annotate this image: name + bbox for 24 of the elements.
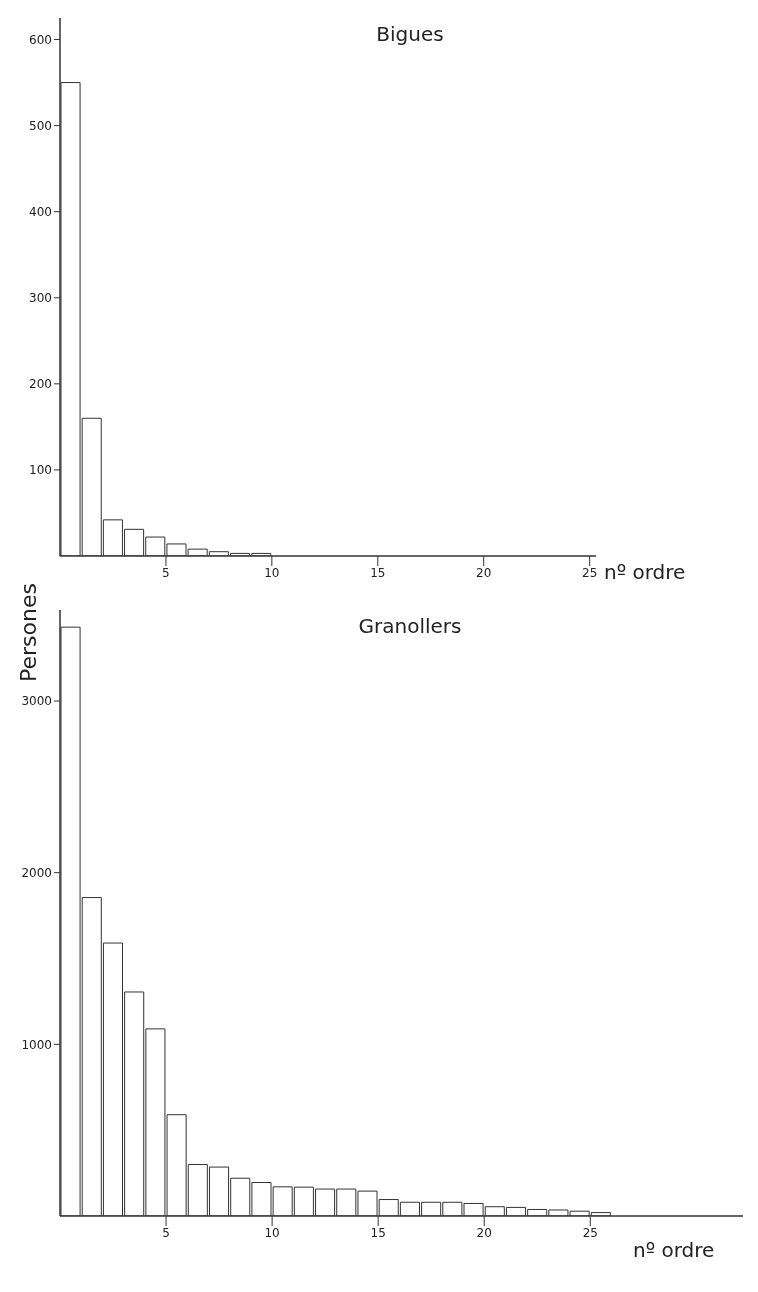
y-tick-label: 100: [29, 463, 52, 478]
x-tick-label: 15: [370, 565, 386, 580]
y-tick-label: 200: [29, 377, 52, 392]
x-tick-label: 25: [582, 565, 598, 580]
x-tick-label: 5: [162, 565, 170, 580]
y-tick-label: 600: [29, 32, 52, 47]
y-tick-label: 500: [29, 118, 52, 133]
x-tick-label: 10: [264, 1225, 280, 1240]
y-axis-title: Persones: [15, 582, 41, 684]
x-tick-label: 20: [476, 565, 492, 580]
x-axis-title: nº ordre: [633, 1238, 715, 1262]
x-tick-label: 10: [264, 565, 280, 580]
x-tick-label: 15: [370, 1225, 386, 1240]
x-tick-label: 20: [476, 1225, 492, 1240]
x-tick-label: 25: [582, 1225, 598, 1240]
y-tick-label: 400: [29, 204, 52, 219]
chart-title: Bigues: [375, 22, 445, 46]
y-tick-label: 300: [29, 291, 52, 306]
y-tick-label: 2000: [21, 865, 52, 880]
y-tick-label: 1000: [21, 1037, 52, 1052]
y-tick-label: 3000: [21, 694, 52, 709]
x-axis-title: nº ordre: [604, 560, 686, 584]
x-tick-label: 5: [162, 1225, 170, 1240]
chart-title: Granollers: [357, 614, 463, 638]
